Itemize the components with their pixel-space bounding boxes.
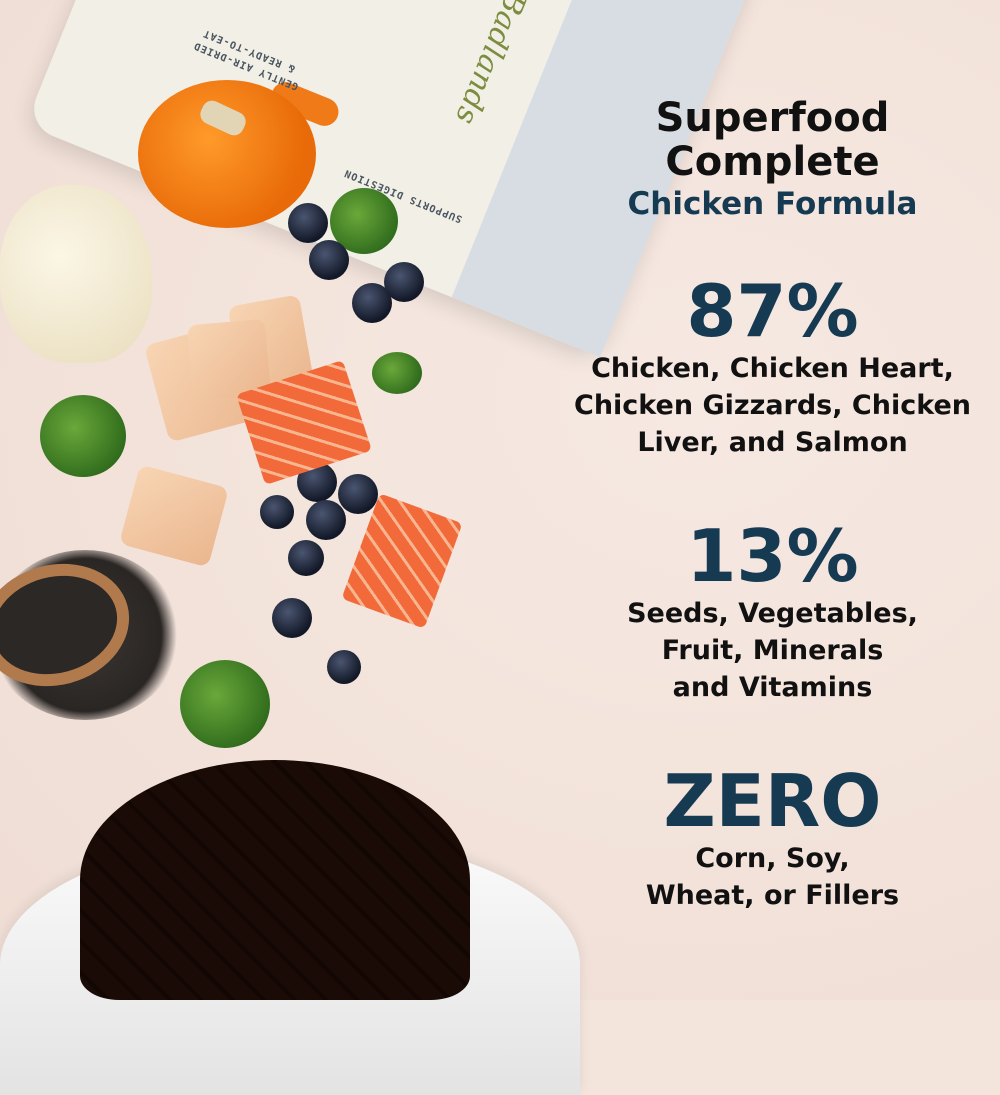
- blueberry: [327, 650, 361, 684]
- blueberry: [352, 283, 392, 323]
- stat-value: 87%: [686, 269, 859, 353]
- stat-text: Chicken Gizzards, Chicken: [574, 390, 971, 421]
- stat-text: Fruit, Minerals: [661, 635, 884, 666]
- stat-zero: ZERO Corn, Soy, Wheat, or Fillers: [545, 762, 1000, 914]
- broccoli: [180, 660, 270, 748]
- stat-text: Wheat, or Fillers: [645, 880, 900, 911]
- stat-text: Seeds, Vegetables,: [627, 598, 918, 629]
- stat-text: Corn, Soy,: [695, 843, 850, 874]
- blueberry: [260, 495, 294, 529]
- cauliflower: [0, 185, 152, 363]
- stat-value: ZERO: [663, 759, 882, 843]
- blueberry: [306, 500, 346, 540]
- stat-text: Liver, and Salmon: [637, 427, 908, 458]
- pumpkin: [138, 80, 316, 228]
- blueberry: [309, 240, 349, 280]
- stat-text: Chicken, Chicken Heart,: [591, 353, 954, 384]
- title-line-1: Superfood: [655, 95, 890, 141]
- blueberry: [288, 540, 324, 576]
- broccoli: [40, 395, 126, 477]
- title-line-2: Complete: [665, 139, 880, 185]
- stat-87: 87% Chicken, Chicken Heart, Chicken Gizz…: [545, 272, 1000, 461]
- stat-value: 13%: [686, 514, 859, 598]
- stat-text: and Vitamins: [672, 672, 873, 703]
- stat-13: 13% Seeds, Vegetables, Fruit, Minerals a…: [545, 517, 1000, 706]
- subtitle: Chicken Formula: [627, 186, 918, 222]
- blueberry: [288, 203, 328, 243]
- broccoli: [372, 352, 422, 394]
- blueberry: [272, 598, 312, 638]
- broccoli: [330, 188, 398, 254]
- heading: Superfood Complete Chicken Formula: [545, 96, 1000, 224]
- kibble: [80, 760, 470, 1000]
- blueberry: [338, 474, 378, 514]
- chicken-cube: [118, 464, 230, 568]
